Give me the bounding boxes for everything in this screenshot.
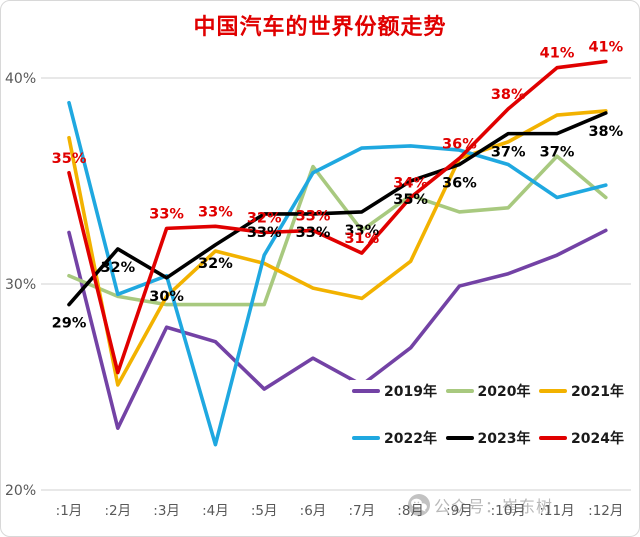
data-label-2024年: 33% bbox=[149, 206, 184, 222]
watermark: 公众号：崔东树 bbox=[407, 493, 553, 517]
data-label-2023年: 38% bbox=[588, 124, 623, 140]
legend-item-2022年: 2022年 bbox=[352, 428, 437, 448]
series-line-2020年 bbox=[67, 154, 608, 307]
legend-label: 2020年 bbox=[477, 384, 531, 400]
legend-row-1: 2019年 2020年 2021年 bbox=[350, 380, 626, 402]
x-axis-tick-label: :12月 bbox=[588, 503, 623, 519]
y-axis-tick-label: 30% bbox=[5, 277, 36, 293]
data-label-2023年: 37% bbox=[491, 145, 526, 161]
legend-item-2024年: 2024年 bbox=[539, 428, 624, 448]
data-label-2024年: 41% bbox=[540, 46, 575, 62]
legend-label: 2022年 bbox=[384, 431, 437, 447]
legend-swatch bbox=[539, 436, 568, 440]
legend-item-2019年: 2019年 bbox=[352, 381, 437, 401]
data-label-2023年: 29% bbox=[52, 316, 87, 332]
series-line-2022年 bbox=[67, 100, 608, 447]
data-label-2023年: 33% bbox=[247, 225, 282, 241]
legend-item-2021年: 2021年 bbox=[539, 381, 624, 401]
data-label-2023年: 35% bbox=[393, 192, 428, 208]
data-label-2024年: 32% bbox=[247, 211, 282, 227]
data-label-2024年: 31% bbox=[344, 231, 379, 247]
data-label-2023年: 30% bbox=[149, 289, 184, 305]
data-label-2024年: 36% bbox=[442, 136, 477, 152]
data-label-2024年: 33% bbox=[198, 204, 233, 220]
x-axis-tick-label: :7月 bbox=[348, 503, 375, 519]
series-line-2021年 bbox=[67, 109, 608, 387]
series-line-2024年 bbox=[67, 59, 608, 375]
series-line-2023年 bbox=[67, 111, 608, 307]
legend-swatch bbox=[352, 436, 380, 440]
data-label-2024年: 35% bbox=[52, 151, 87, 167]
legend-label: 2021年 bbox=[571, 384, 624, 400]
data-label-2024年: 34% bbox=[393, 175, 428, 191]
data-label-2024年: 41% bbox=[588, 40, 623, 56]
x-axis-tick-label: :9月 bbox=[446, 503, 473, 519]
series-line-2019年 bbox=[67, 228, 608, 431]
x-axis-tick-label: :5月 bbox=[251, 503, 278, 519]
legend-swatch bbox=[352, 389, 380, 393]
x-axis-tick-label: :1月 bbox=[56, 503, 83, 519]
data-label-2023年: 32% bbox=[198, 256, 233, 272]
data-label-2023年: 32% bbox=[100, 260, 135, 276]
x-axis-tick-label: :10月 bbox=[491, 503, 526, 519]
y-axis-tick-label: 20% bbox=[5, 483, 36, 499]
data-label-2023年: 36% bbox=[442, 176, 477, 192]
wechat-icon bbox=[408, 494, 430, 516]
data-label-2024年: 38% bbox=[491, 87, 526, 103]
data-label-2023年: 33% bbox=[296, 225, 331, 241]
y-axis-tick-label: 40% bbox=[5, 71, 36, 87]
x-axis-tick-label: :4月 bbox=[202, 503, 229, 519]
x-axis-tick-label: :11月 bbox=[539, 503, 574, 519]
legend-item-2023年: 2023年 bbox=[445, 428, 531, 448]
legend-label: 2023年 bbox=[477, 431, 531, 447]
legend-swatch bbox=[539, 389, 568, 393]
chart-title: 中国汽车的世界份额走势 bbox=[193, 15, 447, 40]
legend-row-2: 2022年 2023年 2024年 bbox=[350, 427, 626, 449]
legend-label: 2024年 bbox=[571, 431, 624, 447]
legend-swatch bbox=[445, 436, 474, 440]
x-axis-tick-label: :3月 bbox=[153, 503, 180, 519]
x-axis-tick-label: :8月 bbox=[397, 503, 424, 519]
x-axis-tick-label: :6月 bbox=[300, 503, 327, 519]
x-axis-tick-label: :2月 bbox=[104, 503, 131, 519]
data-label-2024年: 33% bbox=[296, 208, 331, 224]
data-label-2023年: 37% bbox=[540, 145, 575, 161]
watermark-text: 公众号：崔东树 bbox=[434, 497, 554, 516]
data-label-2023年: 33% bbox=[344, 223, 379, 239]
legend-swatch bbox=[445, 389, 474, 393]
legend-item-2020年: 2020年 bbox=[445, 381, 531, 401]
legend-label: 2019年 bbox=[384, 384, 437, 400]
